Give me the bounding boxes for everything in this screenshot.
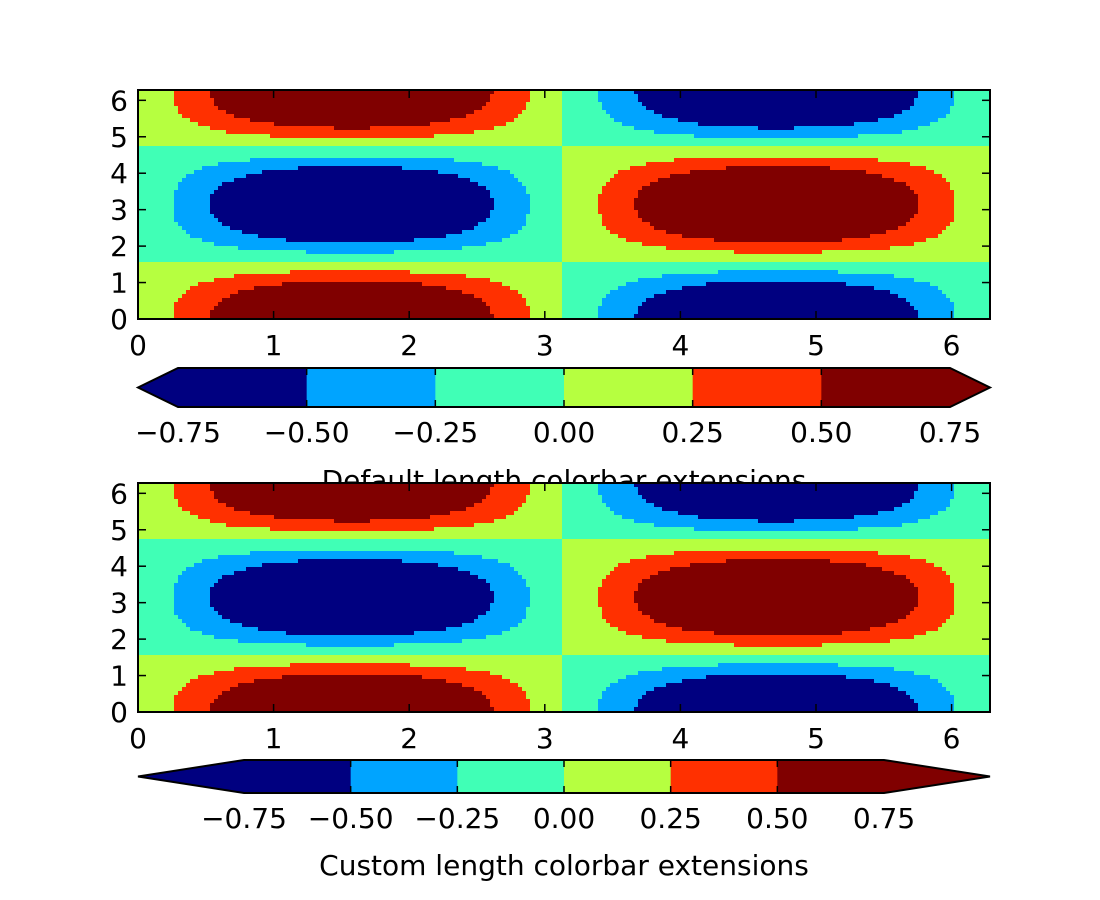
- y-tick-label: 4: [110, 550, 128, 583]
- colorbar-segment: [670, 760, 778, 793]
- y-tick-label: 0: [110, 696, 128, 729]
- x-tick-label: 2: [400, 722, 418, 755]
- colorbar-tick-label: −0.75: [201, 802, 287, 835]
- colorbar-segment: [435, 368, 565, 407]
- x-tick-label: 0: [129, 329, 147, 362]
- axes-frame: [137, 482, 991, 713]
- colorbar-segment: [564, 760, 672, 793]
- colorbar-label: Custom length colorbar extensions: [319, 849, 809, 882]
- colorbar-segment: [178, 368, 308, 407]
- y-tick-label: 2: [110, 623, 128, 656]
- x-tick-label: 6: [943, 329, 961, 362]
- x-tick-label: 0: [129, 722, 147, 755]
- colorbar-tick-label: −0.50: [264, 416, 350, 449]
- y-tick-label: 6: [110, 84, 128, 117]
- contour-field: [138, 90, 991, 320]
- colorbar-tick-label: 0.25: [661, 416, 723, 449]
- x-tick-label: 1: [265, 722, 283, 755]
- x-tick-label: 5: [807, 722, 825, 755]
- colorbar-tick-label: −0.75: [135, 416, 221, 449]
- y-tick-label: 3: [110, 194, 128, 227]
- colorbar-tick-label: 0.00: [533, 802, 595, 835]
- colorbar: −0.75 −0.50 −0.25 0.00 0.25 0.50 0.75 Custom le…: [137, 759, 991, 882]
- x-tick-label: 3: [536, 329, 554, 362]
- colorbar-segment: [457, 760, 565, 793]
- y-tick-label: 5: [110, 514, 128, 547]
- colorbar-extension-max: [950, 368, 990, 407]
- x-tick-label: 4: [671, 722, 689, 755]
- x-tick-label: 5: [807, 329, 825, 362]
- x-tick-label: 6: [943, 722, 961, 755]
- x-tick-label: 1: [265, 329, 283, 362]
- colorbar-tick-label: 0.50: [746, 802, 808, 835]
- colorbar-extension-min: [138, 368, 178, 407]
- colorbar-extension-max: [884, 760, 990, 793]
- y-tick-label: 0: [110, 303, 128, 336]
- y-tick-label: 4: [110, 157, 128, 190]
- colorbar-segment: [821, 368, 951, 407]
- colorbar-tick-label: 0.75: [853, 802, 915, 835]
- x-tick-label: 4: [671, 329, 689, 362]
- y-tick-label: 5: [110, 121, 128, 154]
- y-tick-label: 6: [110, 477, 128, 510]
- colorbar-tick-label: −0.25: [392, 416, 478, 449]
- y-tick-label: 1: [110, 660, 128, 693]
- colorbar-outline: [137, 759, 991, 794]
- colorbar-tick-label: 0.00: [533, 416, 595, 449]
- colorbar-segment: [244, 760, 352, 793]
- colorbar-segment: [350, 760, 458, 793]
- colorbar-tick-label: 0.50: [790, 416, 852, 449]
- axes-frame: [137, 89, 991, 320]
- contour-field: [138, 483, 991, 713]
- x-tick-label: 3: [536, 722, 554, 755]
- colorbar-tick-label: 0.25: [639, 802, 701, 835]
- colorbar-segment: [692, 368, 822, 407]
- x-tick-label: 2: [400, 329, 418, 362]
- colorbar-tick-label: −0.50: [308, 802, 394, 835]
- y-tick-label: 2: [110, 230, 128, 263]
- colorbar-tick-label: 0.75: [919, 416, 981, 449]
- colorbar-segment: [306, 368, 436, 407]
- colorbar-outline: [135, 367, 993, 408]
- colorbar-tick-label: −0.25: [414, 802, 500, 835]
- colorbar-segment: [777, 760, 885, 793]
- y-tick-label: 3: [110, 587, 128, 620]
- y-tick-label: 1: [110, 267, 128, 300]
- colorbar-segment: [564, 368, 694, 407]
- colorbar-extension-min: [138, 760, 244, 793]
